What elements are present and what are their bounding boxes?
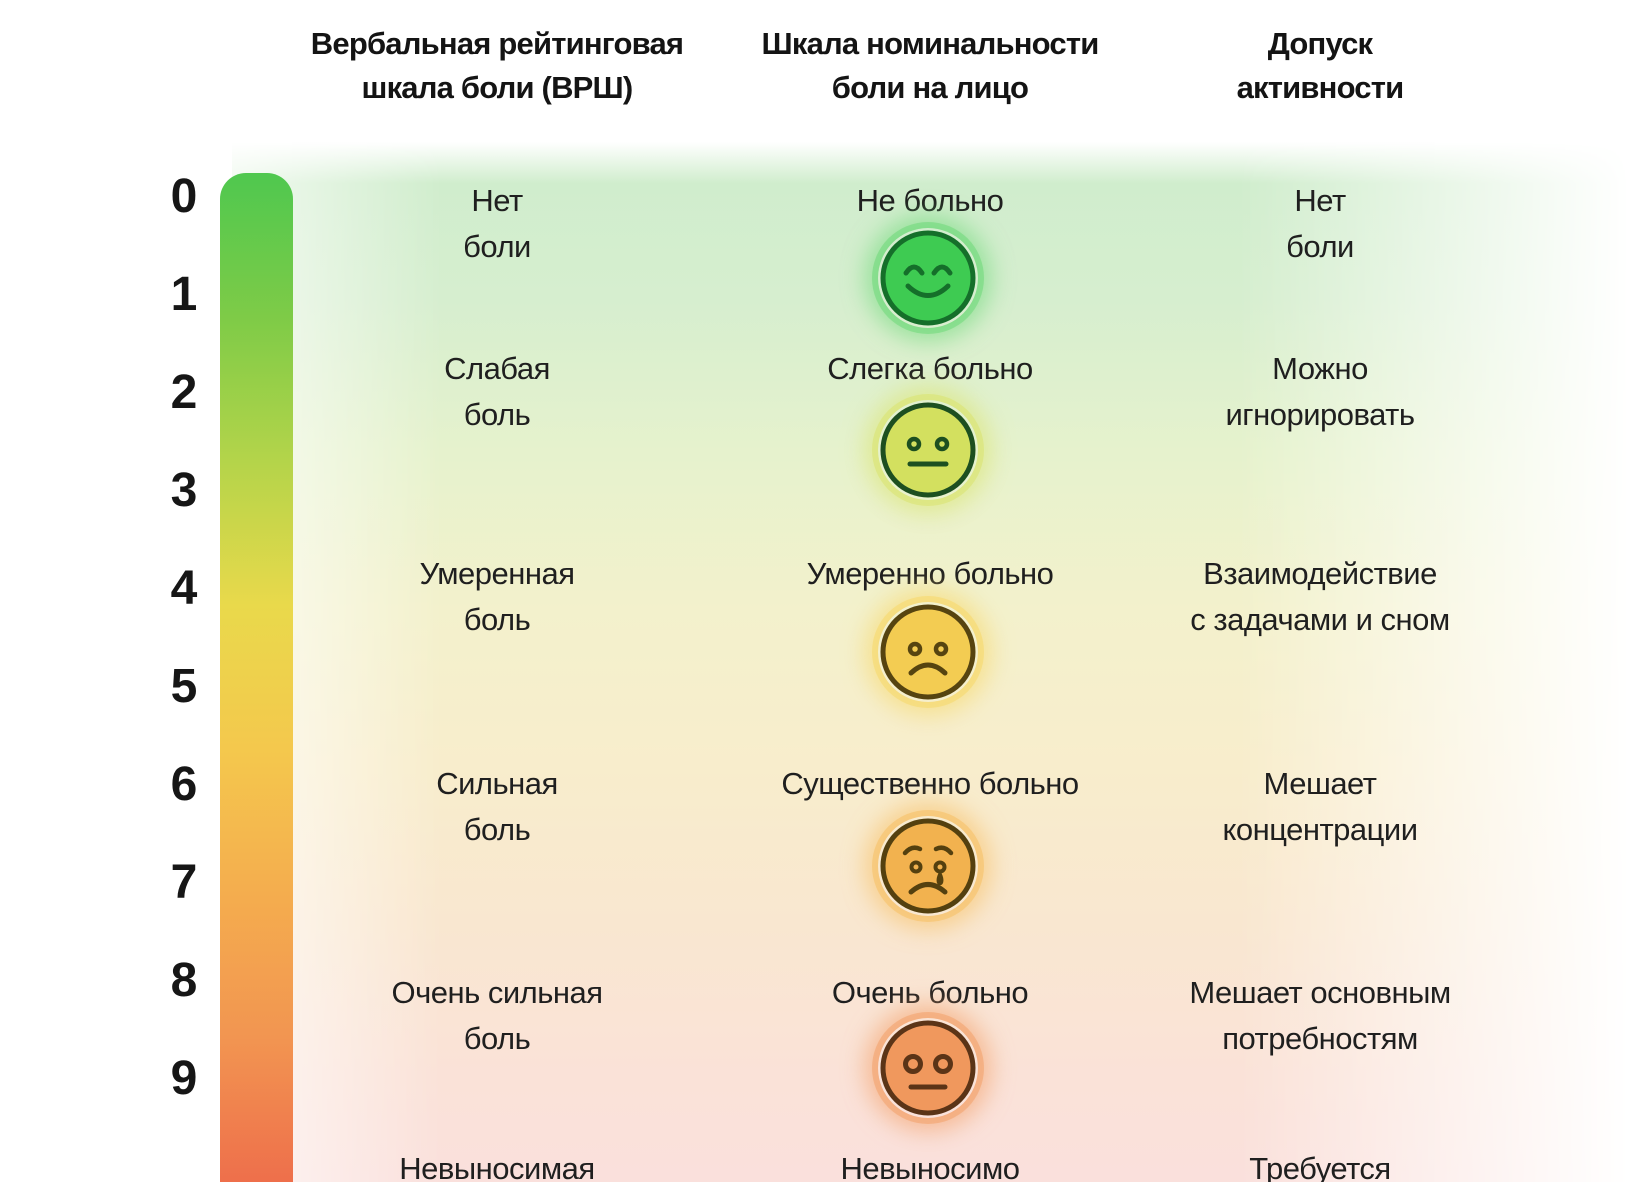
header-line: Допуск [1267, 26, 1373, 61]
scale-number-1: 1 [170, 268, 198, 321]
activity-label-severe-pain: Мешает концентрации [1120, 761, 1520, 853]
frowning-face-icon [878, 602, 978, 702]
activity-label-no-pain: Нет боли [1120, 178, 1520, 270]
text-line: концентрации [1222, 812, 1418, 847]
text-line: потребностям [1222, 1021, 1418, 1056]
face-label-no-pain: Не больно [856, 183, 1004, 218]
column-header-verbal-scale: Вербальная рейтинговая шкала боли (ВРШ) [277, 22, 717, 110]
verbal-label-very-severe-pain: Очень сильная боль [297, 970, 697, 1062]
activity-label-unbearable-pain: Требуется [1249, 1151, 1391, 1182]
face-label-severe-pain: Существенно больно [781, 766, 1079, 801]
face-label-moderate-pain: Умеренно больно [806, 556, 1054, 591]
activity-label-mild-pain: Можно игнорировать [1120, 346, 1520, 438]
text-line: Мешает основным [1189, 975, 1451, 1010]
text-line: Взаимодействие [1203, 556, 1437, 591]
face-label-very-severe-pain: Очень больно [831, 975, 1029, 1010]
text-line: боли [1286, 229, 1354, 264]
activity-label-moderate-pain: Взаимодействие с задачами и сном [1120, 551, 1520, 643]
neutral-face-icon [878, 400, 978, 500]
text-line: Можно [1272, 351, 1368, 386]
header-line: Шкала номинальности [761, 26, 1100, 61]
header-line: боли на лицо [831, 70, 1029, 105]
column-header-faces-scale: Шкала номинальности боли на лицо [710, 22, 1150, 110]
activity-label-very-severe-pain: Мешает основным потребностям [1120, 970, 1520, 1062]
scale-number-2: 2 [170, 366, 198, 419]
face-label-mild-pain: Слегка больно [827, 351, 1033, 386]
text-line: боль [463, 812, 531, 847]
worried-face-with-tear-icon [878, 816, 978, 916]
wide-eyed-face-icon [878, 1018, 978, 1118]
scale-number-8: 8 [170, 954, 198, 1007]
header-line: активности [1236, 70, 1405, 105]
header-line: Вербальная рейтинговая [310, 26, 684, 61]
text-line: боль [463, 397, 531, 432]
text-line: Сильная [436, 766, 558, 801]
scale-number-6: 6 [170, 758, 198, 811]
verbal-label-mild-pain: Слабая боль [297, 346, 697, 438]
text-line: с задачами и сном [1190, 602, 1450, 637]
text-line: Мешает [1263, 766, 1377, 801]
verbal-label-moderate-pain: Умеренная боль [297, 551, 697, 643]
verbal-label-no-pain: Нет боли [297, 178, 697, 270]
scale-number-3: 3 [170, 464, 198, 517]
face-label-unbearable-pain: Невыносимо [840, 1151, 1020, 1182]
header-line: шкала боли (ВРШ) [361, 70, 634, 105]
verbal-label-severe-pain: Сильная боль [297, 761, 697, 853]
scale-number-0: 0 [170, 170, 198, 223]
text-line: боль [463, 1021, 531, 1056]
text-line: Слабая [444, 351, 550, 386]
scale-number-7: 7 [170, 856, 198, 909]
scale-number-9: 9 [170, 1052, 198, 1105]
verbal-label-unbearable-pain: Невыносимая [399, 1151, 595, 1182]
text-line: Очень сильная [391, 975, 603, 1010]
text-line: боль [463, 602, 531, 637]
text-line: Нет [1294, 183, 1346, 218]
scale-number-4: 4 [170, 562, 198, 615]
text-line: Нет [471, 183, 523, 218]
text-line: Умеренная [419, 556, 575, 591]
text-line: боли [463, 229, 531, 264]
scale-number-5: 5 [170, 660, 198, 713]
pain-intensity-gradient-bar [220, 173, 293, 1182]
smiling-face-icon [878, 228, 978, 328]
column-header-activity-tolerance: Допуск активности [1100, 22, 1540, 110]
text-line: игнорировать [1225, 397, 1415, 432]
